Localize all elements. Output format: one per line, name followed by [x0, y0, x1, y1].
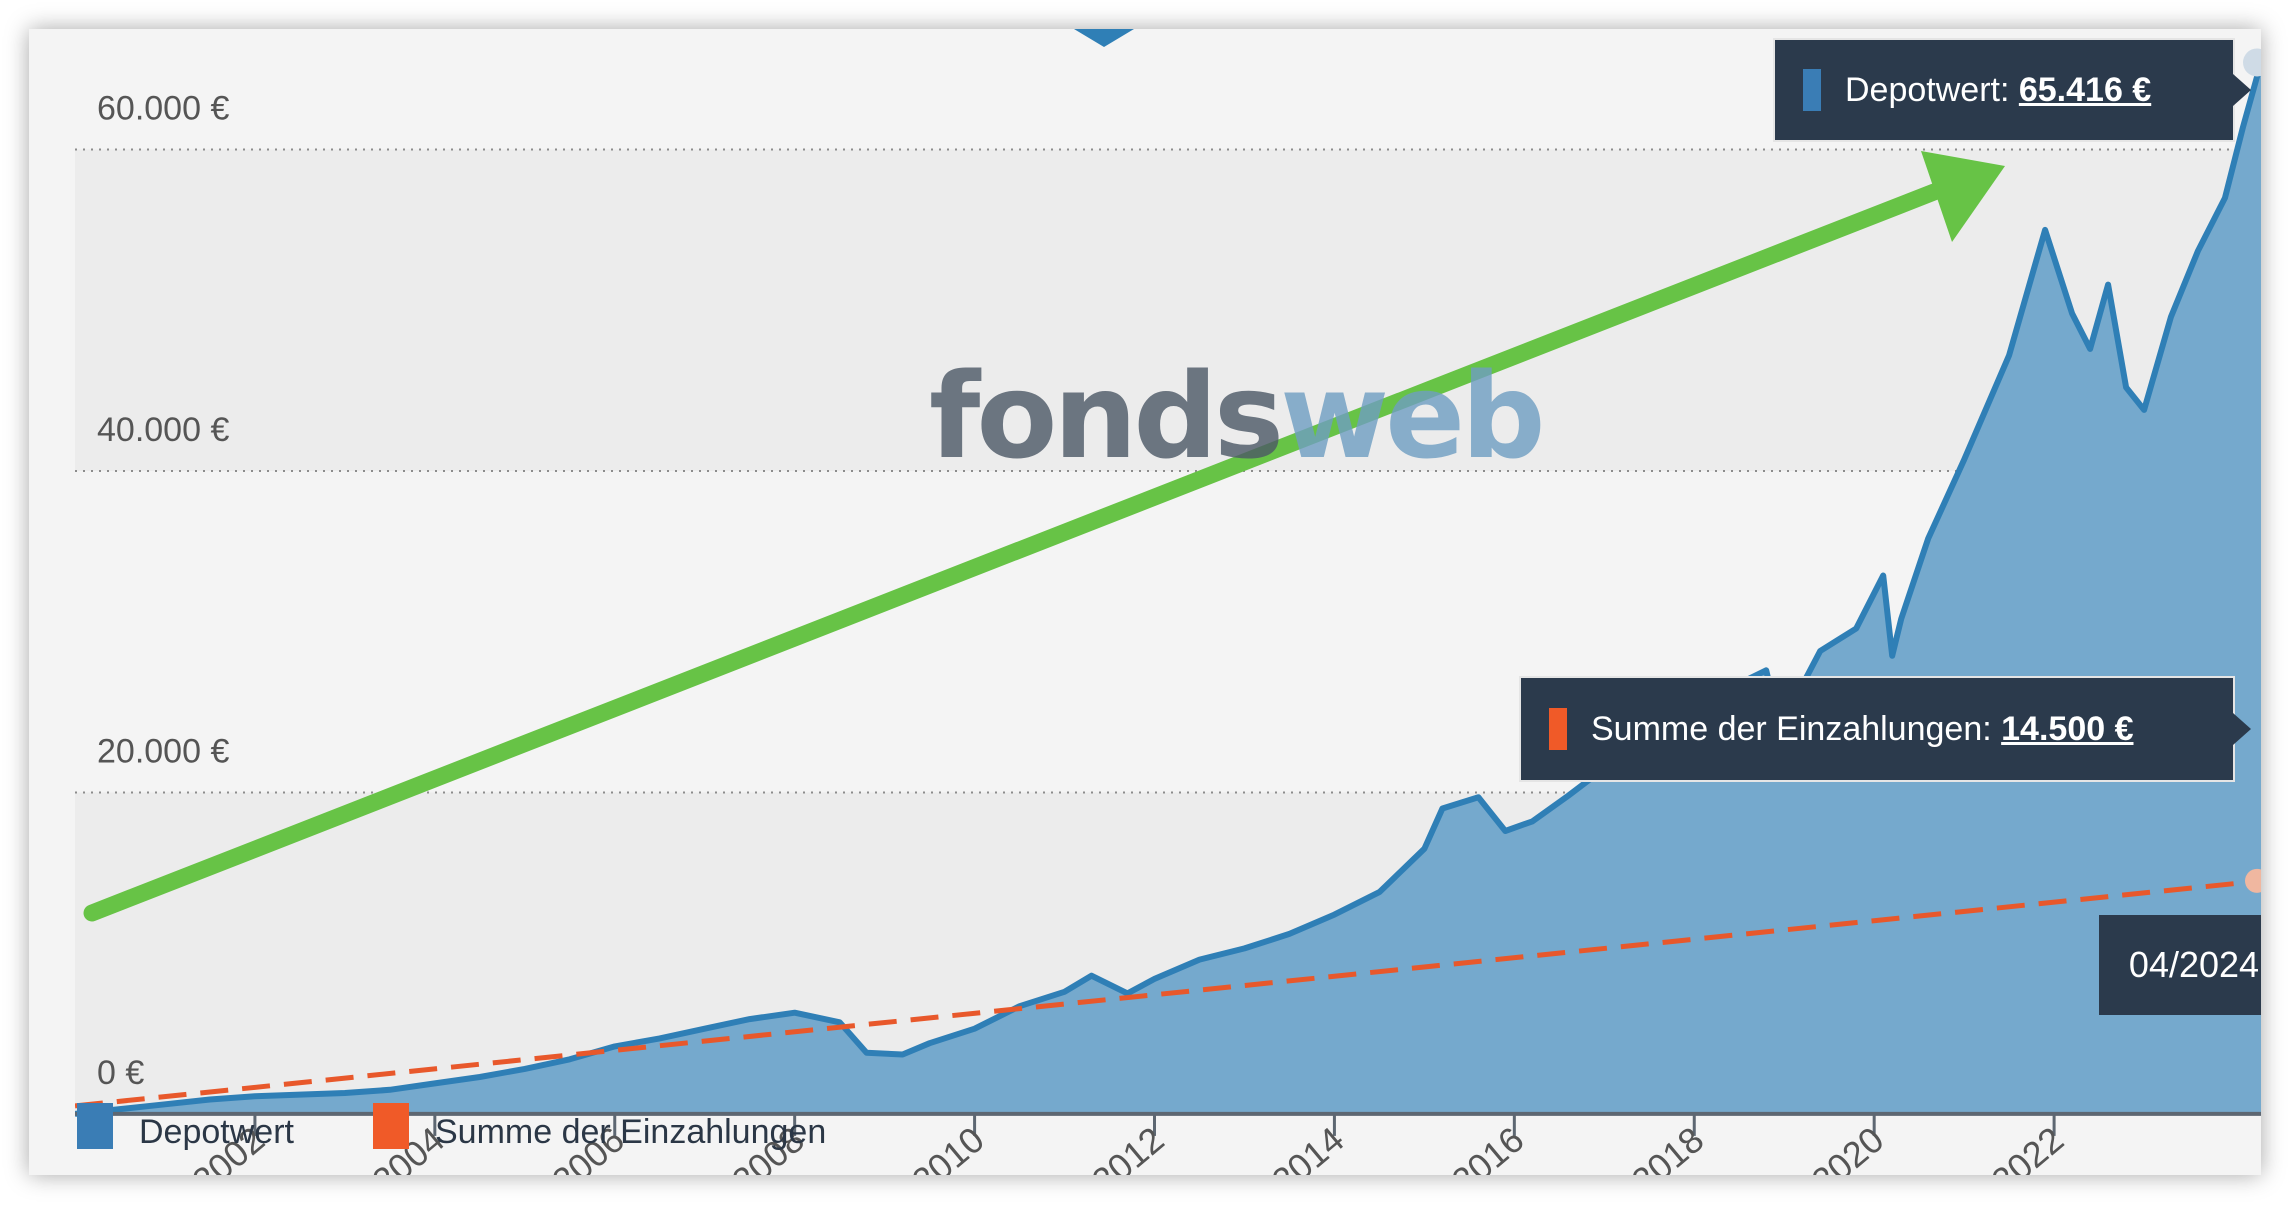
- watermark-part2: web: [1280, 347, 1546, 485]
- einzahlungen-tooltip-value: 14.500 €: [2001, 709, 2134, 748]
- y-tick-label: 40.000 €: [97, 411, 229, 449]
- x-tick-label: 2010: [904, 1119, 992, 1175]
- x-tick-label: 2016: [1444, 1119, 1532, 1175]
- x-tick-label: 2020: [1804, 1119, 1892, 1175]
- chart-plot: 60.000 €40.000 €20.000 €0 € 200220042006…: [75, 29, 2261, 1175]
- legend-label-depotwert: Depotwert: [139, 1112, 294, 1151]
- depotwert-tooltip-swatch: [1803, 69, 1821, 111]
- arrow-shaft: [83, 183, 1943, 922]
- arrow-head: [1921, 151, 2005, 242]
- x-tick-label: 2022: [1984, 1119, 2072, 1175]
- einzahlungen-end-marker: [2245, 868, 2261, 893]
- depotwert-tooltip-label: Depotwert:: [1845, 70, 2010, 109]
- y-tick-label: 20.000 €: [97, 732, 229, 770]
- tooltip-pointer: [2233, 74, 2251, 106]
- legend-swatch-depotwert: [77, 1103, 113, 1149]
- x-tick-label: 2018: [1624, 1119, 1712, 1175]
- legend-label-einzahlungen: Summe der Einzahlungen: [435, 1112, 827, 1151]
- depotwert-tooltip-value: 65.416 €: [2018, 70, 2152, 109]
- depotwert-tooltip: Depotwert: 65.416 €: [1773, 38, 2251, 142]
- depotwert-line: [75, 61, 2261, 1117]
- date-label: 04/2024: [2099, 915, 2261, 1015]
- y-tick-label: 60.000 €: [97, 90, 229, 128]
- einzahlungen-tooltip: Summe der Einzahlungen: 14.500 €: [1519, 676, 2251, 782]
- fondsweb-watermark: fondsweb: [929, 347, 1546, 485]
- depotwert-end-marker: [2243, 48, 2261, 77]
- legend-swatch-einzahlungen: [373, 1103, 409, 1149]
- einzahlungen-line: [75, 878, 2261, 1109]
- legend-item-depotwert[interactable]: Depotwert: [77, 1103, 294, 1155]
- trend-arrow: [83, 48, 2261, 922]
- tooltip-pointer: [2233, 713, 2251, 745]
- top-marker: [1074, 29, 1134, 47]
- x-tick-label: 2012: [1084, 1119, 1172, 1175]
- y-tick-label: 0 €: [97, 1054, 144, 1092]
- x-tick-label: 2014: [1264, 1119, 1352, 1175]
- legend-item-einzahlungen[interactable]: Summe der Einzahlungen: [373, 1103, 827, 1155]
- einzahlungen-tooltip-swatch: [1549, 708, 1567, 750]
- einzahlungen-tooltip-label: Summe der Einzahlungen:: [1591, 709, 1992, 748]
- depotwert-area: [75, 62, 2261, 1114]
- chart-panel: 60.000 €40.000 €20.000 €0 € 200220042006…: [29, 29, 2261, 1175]
- watermark-part1: fonds: [929, 347, 1284, 485]
